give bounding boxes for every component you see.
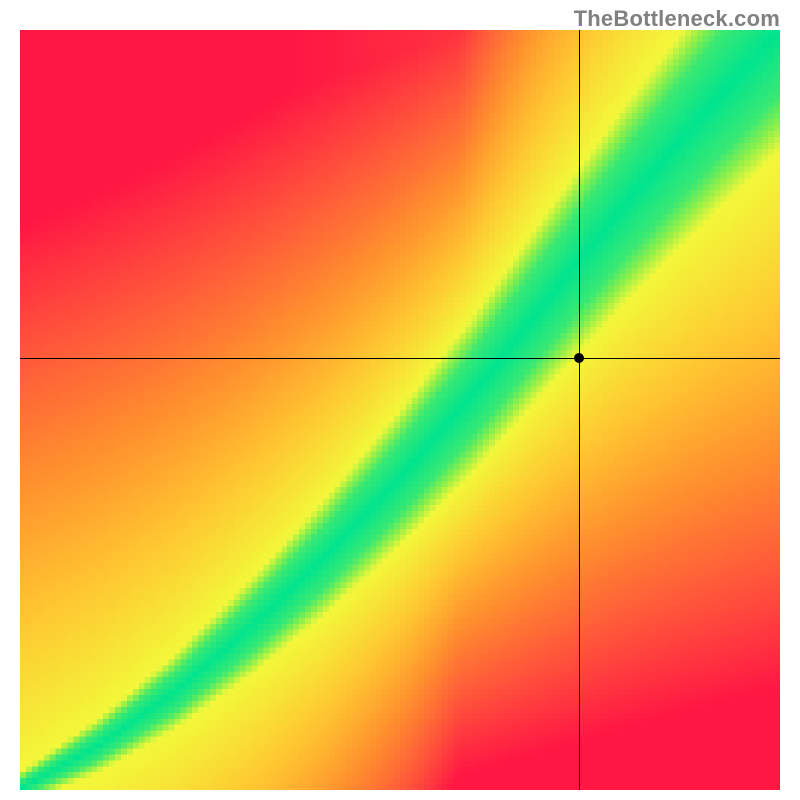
crosshair-vertical [579, 30, 580, 790]
crosshair-horizontal [20, 358, 780, 359]
heatmap-canvas [20, 30, 780, 790]
plot-area [20, 30, 780, 790]
watermark-text: TheBottleneck.com [574, 6, 780, 32]
crosshair-marker [574, 353, 584, 363]
